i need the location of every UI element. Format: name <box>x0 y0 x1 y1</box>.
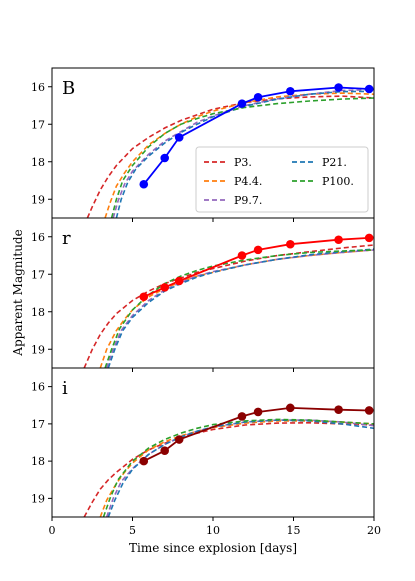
band-label-r: r <box>62 228 71 249</box>
band-label-B: B <box>62 78 75 99</box>
model-curve-p97 <box>105 249 374 368</box>
y-tick-label: 17 <box>31 418 45 431</box>
y-tick-label: 17 <box>31 118 45 131</box>
plot-root: 16 17 18 19 B P3. P4.4. P9.7. P21. P100. 16 17 18 19 r… <box>11 67 381 555</box>
x-tick-label: 10 <box>206 524 220 537</box>
model-curve-p3 <box>86 95 374 218</box>
panel-data-r <box>83 233 374 368</box>
x-tick-label: 0 <box>49 524 56 537</box>
model-curve-p100 <box>110 97 374 218</box>
band-label-i: i <box>62 378 68 399</box>
y-tick-label: 16 <box>31 81 45 94</box>
x-tick-label: 20 <box>367 524 381 537</box>
y-tick-label: 18 <box>31 455 45 468</box>
observed-point-i <box>160 446 169 455</box>
y-tick-label: 18 <box>31 306 45 319</box>
observed-point-r <box>253 245 263 255</box>
y-tick-label: 19 <box>31 193 45 206</box>
observed-point-i <box>364 406 374 415</box>
observed-point-B <box>285 86 295 96</box>
observed-point-r <box>334 235 343 245</box>
observed-point-B <box>253 92 263 102</box>
x-tick-label: 5 <box>129 524 136 537</box>
observed-point-i <box>174 435 184 444</box>
panel-data-B <box>86 83 374 218</box>
panel-r: 16 17 18 19 r <box>31 217 375 372</box>
observed-point-i <box>139 456 149 466</box>
x-axis-title: Time since explosion [days] <box>129 541 297 555</box>
model-curve-p21 <box>107 419 374 517</box>
observed-point-B <box>174 133 184 142</box>
panel-i: 16 17 18 19 i <box>31 367 375 521</box>
observed-point-i <box>237 412 247 421</box>
observed-point-r <box>285 239 295 249</box>
observed-point-i <box>285 403 295 413</box>
legend-label-p44: P4.4. <box>234 175 262 188</box>
model-curve-p97 <box>105 419 374 517</box>
model-curve-p21 <box>107 248 374 368</box>
observed-point-B <box>139 179 149 189</box>
observed-point-r <box>364 233 374 243</box>
observed-point-i <box>334 405 343 415</box>
model-curve-p3 <box>83 421 374 517</box>
panel-frame-i <box>51 367 375 518</box>
y-tick-label: 17 <box>31 268 45 281</box>
legend-label-p3: P3. <box>234 156 252 169</box>
observed-point-B <box>237 99 247 108</box>
y-tick-label: 16 <box>31 381 45 394</box>
observed-point-r <box>237 251 247 260</box>
model-curve-p21 <box>115 90 374 218</box>
observed-point-r <box>174 276 184 286</box>
x-tick-label: 15 <box>287 524 301 537</box>
observed-point-B <box>160 153 169 163</box>
model-curve-p100 <box>102 418 374 517</box>
model-curve-p100 <box>104 249 374 368</box>
observed-point-B <box>364 84 374 94</box>
y-tick-label: 19 <box>31 492 45 505</box>
y-tick-label: 16 <box>31 231 45 244</box>
observed-point-i <box>253 407 263 417</box>
observed-point-r <box>160 283 169 292</box>
legend-box <box>195 146 369 213</box>
legend-label-p100: P100. <box>322 175 354 188</box>
y-axis-title: Apparent Magnitude <box>11 229 25 356</box>
legend-label-p21: P21. <box>322 156 347 169</box>
y-tick-label: 19 <box>31 343 45 356</box>
observed-point-B <box>334 83 343 92</box>
panel-data-i <box>83 403 374 517</box>
model-curve-p3 <box>83 244 374 368</box>
y-tick-label: 18 <box>31 156 45 169</box>
legend: P3. P4.4. P9.7. P21. P100. <box>195 146 369 213</box>
panel-B: 16 17 18 19 B P3. P4.4. P9.7. P21. P100. <box>31 67 375 222</box>
model-curve-p44 <box>99 420 374 517</box>
observed-point-r <box>139 292 149 302</box>
legend-label-p97: P9.7. <box>234 194 262 207</box>
